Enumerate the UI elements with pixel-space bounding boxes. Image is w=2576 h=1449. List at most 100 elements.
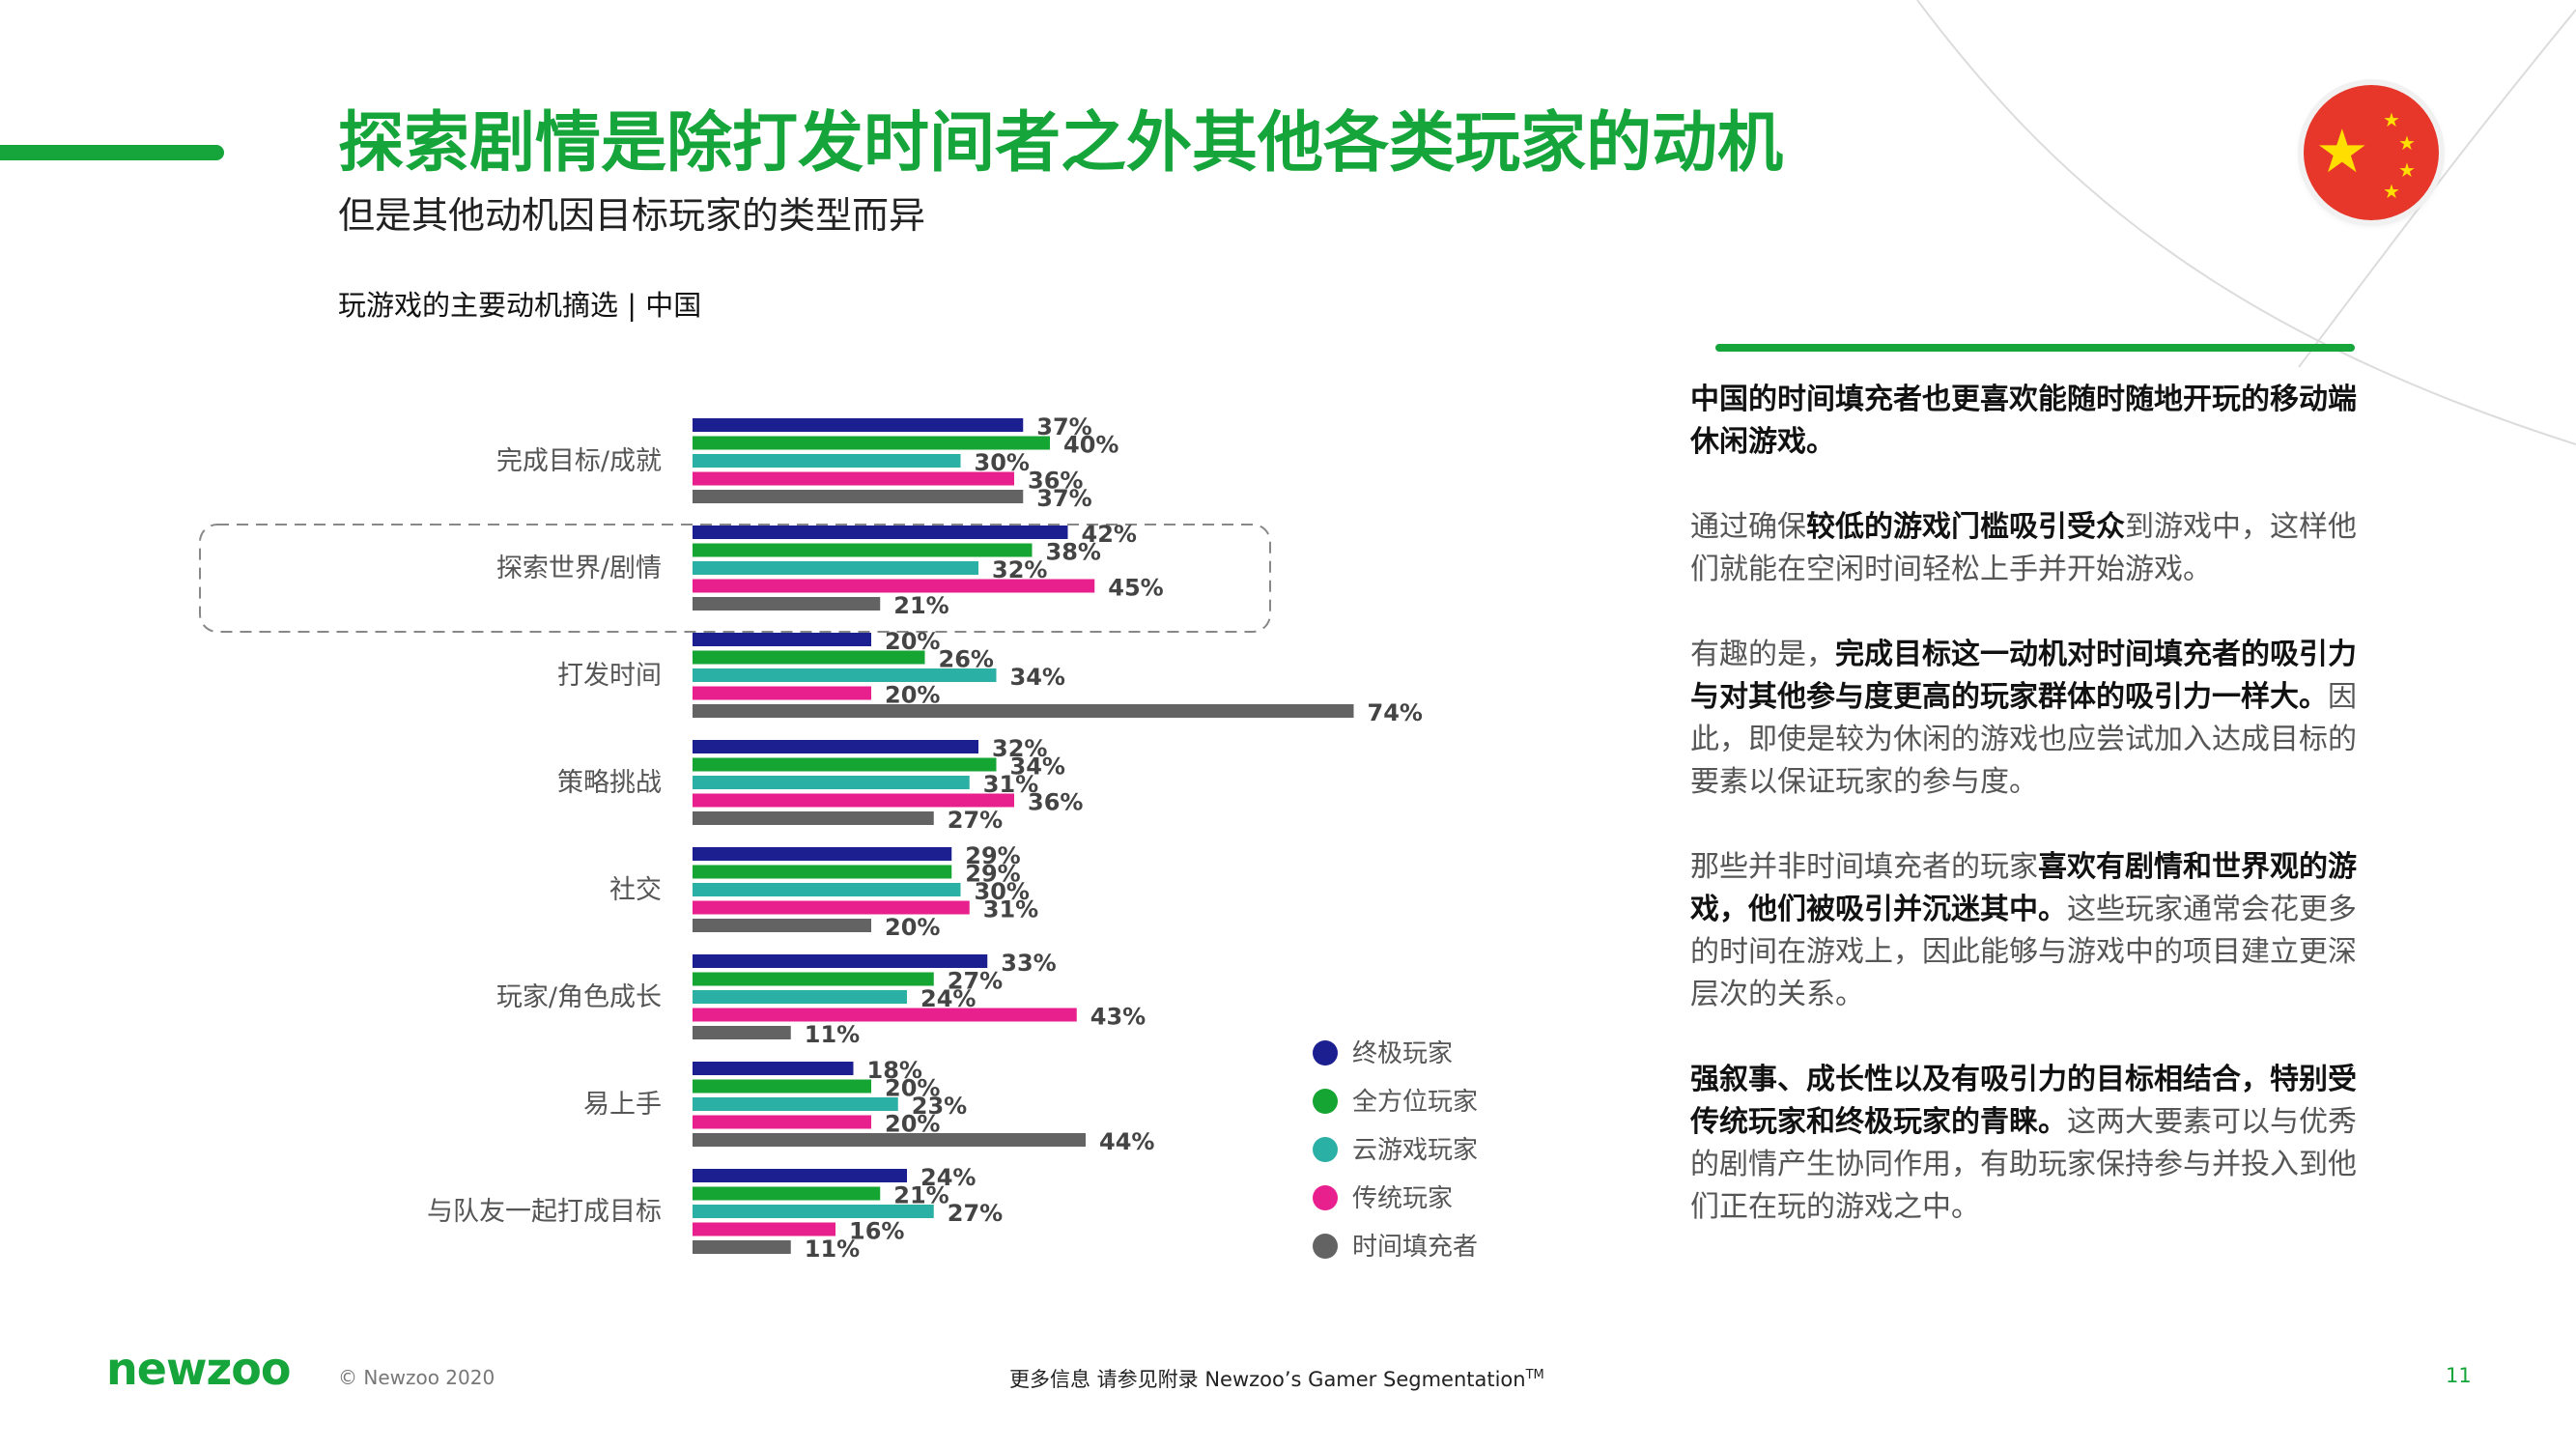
data-label: 36% bbox=[1028, 468, 1083, 495]
bar bbox=[693, 471, 1014, 486]
page-subtitle: 但是其他动机因目标玩家的类型而异 bbox=[338, 194, 926, 237]
bar bbox=[693, 811, 934, 825]
data-label: 27% bbox=[948, 968, 1003, 995]
highlight-box bbox=[199, 524, 1271, 633]
data-label: 20% bbox=[885, 682, 940, 709]
data-label: 20% bbox=[885, 914, 940, 941]
side-text: 通过确保 bbox=[1690, 510, 1806, 544]
data-label: 24% bbox=[920, 1164, 976, 1191]
footnote: 更多信息 请参见附录 Newzoo’s Gamer SegmentationTM bbox=[1009, 1364, 1544, 1393]
page-number: 11 bbox=[2446, 1364, 2472, 1387]
data-label: 38% bbox=[1046, 539, 1101, 566]
bar bbox=[693, 1222, 835, 1236]
side-text-bold: 中国的时间填充者也更喜欢能随时随地开玩的移动端休闲游戏。 bbox=[1690, 383, 2357, 459]
data-label: 36% bbox=[1028, 789, 1083, 816]
data-label: 74% bbox=[1368, 699, 1423, 726]
bar bbox=[693, 490, 1024, 503]
data-label: 34% bbox=[1010, 664, 1065, 691]
data-label: 18% bbox=[867, 1057, 922, 1084]
data-label: 30% bbox=[975, 878, 1030, 905]
bar bbox=[693, 597, 881, 611]
data-label: 42% bbox=[1082, 521, 1137, 548]
data-label: 21% bbox=[893, 1182, 948, 1209]
data-label: 11% bbox=[805, 1021, 860, 1048]
bar bbox=[693, 990, 907, 1004]
legend-marker bbox=[1313, 1040, 1338, 1065]
bar bbox=[693, 650, 925, 665]
bar bbox=[693, 757, 997, 772]
bar bbox=[693, 1240, 791, 1254]
bar bbox=[693, 668, 997, 682]
legend-label: 全方位玩家 bbox=[1352, 1088, 1478, 1117]
newzoo-logo: newzoo bbox=[106, 1343, 291, 1395]
side-text: 有趣的是， bbox=[1690, 638, 1835, 671]
side-paragraph: 有趣的是，完成目标这一动机对时间填充者的吸引力与对其他参与度更高的玩家群体的吸引… bbox=[1690, 634, 2376, 804]
data-label: 37% bbox=[1036, 413, 1091, 440]
data-label: 40% bbox=[1063, 432, 1118, 459]
data-label: 24% bbox=[920, 985, 976, 1012]
category-label: 完成目标/成就 bbox=[496, 446, 662, 476]
category-label: 社交 bbox=[609, 875, 662, 905]
side-text-bold: 喜欢有剧情和世界观的游戏，他们被吸引并沉迷其中。 bbox=[1690, 850, 2357, 926]
legend-marker bbox=[1313, 1185, 1338, 1210]
bar bbox=[693, 686, 871, 700]
bar bbox=[693, 526, 1068, 539]
bar bbox=[693, 1097, 898, 1111]
data-label: 44% bbox=[1099, 1128, 1154, 1155]
bar bbox=[693, 1008, 1077, 1022]
data-label: 27% bbox=[948, 1200, 1003, 1227]
bar bbox=[693, 847, 952, 861]
data-label: 30% bbox=[975, 449, 1030, 476]
side-panel: 中国的时间填充者也更喜欢能随时随地开玩的移动端休闲游戏。通过确保较低的游戏门槛吸… bbox=[1690, 379, 2376, 1271]
data-label: 20% bbox=[885, 628, 940, 655]
legend-marker bbox=[1313, 1089, 1338, 1114]
bar bbox=[693, 454, 961, 468]
data-label: 43% bbox=[1090, 1004, 1146, 1031]
bar bbox=[693, 919, 871, 932]
bar bbox=[693, 1205, 934, 1218]
data-label: 32% bbox=[992, 556, 1047, 583]
category-label: 打发时间 bbox=[557, 661, 662, 691]
data-label: 37% bbox=[1036, 485, 1091, 512]
legend-label: 时间填充者 bbox=[1352, 1233, 1478, 1262]
header-accent-bar bbox=[0, 145, 224, 160]
category-label: 探索世界/剧情 bbox=[496, 554, 662, 583]
data-label: 27% bbox=[948, 807, 1003, 834]
side-text: 这些玩家通常会花更多的时间在游戏上，因此能够与游戏中的项目建立更深层次的关系。 bbox=[1690, 893, 2357, 1011]
footnote-text: 更多信息 请参见附录 Newzoo’s Gamer Segmentation bbox=[1009, 1368, 1526, 1391]
side-text: 这两大要素可以与优秀的剧情产生协同作用，有助玩家保持参与并投入到他们正在玩的游戏… bbox=[1690, 1105, 2357, 1224]
bar bbox=[693, 436, 1050, 450]
data-label: 20% bbox=[885, 1111, 940, 1138]
data-label: 33% bbox=[1001, 950, 1056, 977]
side-panel-rule bbox=[1715, 344, 2355, 352]
bar bbox=[693, 561, 978, 575]
bar bbox=[693, 793, 1014, 808]
data-label: 26% bbox=[939, 646, 994, 673]
side-paragraph: 中国的时间填充者也更喜欢能随时随地开玩的移动端休闲游戏。 bbox=[1690, 379, 2376, 464]
bar bbox=[693, 1186, 881, 1201]
china-flag-icon: ★ ★ ★ ★ ★ bbox=[2304, 85, 2439, 220]
bar bbox=[693, 954, 988, 968]
bar bbox=[693, 740, 978, 753]
bar bbox=[693, 1169, 907, 1182]
side-paragraph: 通过确保较低的游戏门槛吸引受众到游戏中，这样他们就能在空闲时间轻松上手并开始游戏… bbox=[1690, 506, 2376, 591]
data-label: 11% bbox=[805, 1236, 860, 1263]
data-label: 31% bbox=[983, 771, 1038, 798]
side-text: 那些并非时间填充者的玩家 bbox=[1690, 850, 2038, 884]
bar bbox=[693, 776, 970, 789]
bar bbox=[693, 1062, 854, 1075]
bar bbox=[693, 883, 961, 896]
bar bbox=[693, 1115, 871, 1129]
legend-label: 终极玩家 bbox=[1352, 1039, 1453, 1068]
bar bbox=[693, 418, 1024, 432]
category-label: 玩家/角色成长 bbox=[496, 982, 662, 1012]
bar bbox=[693, 704, 1354, 718]
data-label: 21% bbox=[893, 592, 948, 619]
bar bbox=[693, 543, 1033, 557]
legend-marker bbox=[1313, 1234, 1338, 1259]
bar bbox=[693, 865, 952, 879]
side-paragraph: 强叙事、成长性以及有吸引力的目标相结合，特别受传统玩家和终极玩家的青睐。这两大要… bbox=[1690, 1059, 2376, 1229]
copyright: © Newzoo 2020 bbox=[338, 1366, 495, 1389]
bar bbox=[693, 972, 934, 986]
